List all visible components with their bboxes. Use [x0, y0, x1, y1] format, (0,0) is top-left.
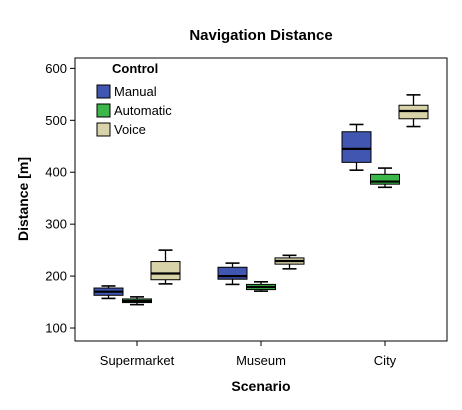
box-manual-city: [341, 123, 372, 171]
box-manual-museum: [217, 262, 248, 286]
box-iqr: [150, 261, 181, 281]
legend-swatch-voice: [96, 122, 111, 137]
y-tick-label: 100: [45, 321, 67, 336]
x-axis-label: Scenario: [231, 378, 290, 394]
box-voice-museum: [274, 254, 305, 270]
box-manual-supermarket: [93, 285, 124, 300]
box-series-group: [93, 94, 429, 306]
x-tick-label: City: [374, 353, 397, 368]
plot-area: [74, 57, 448, 342]
box-automatic-museum: [246, 281, 276, 292]
x-tick-label: Supermarket: [100, 353, 175, 368]
legend-title: Control: [112, 61, 158, 76]
box-iqr: [217, 266, 248, 280]
y-axis: 100 200 300 400 500 600: [45, 61, 75, 336]
legend-label-manual: Manual: [114, 84, 157, 99]
y-axis-label: Distance [m]: [15, 157, 31, 241]
y-tick-label: 500: [45, 113, 67, 128]
legend-swatch-automatic: [96, 103, 111, 118]
y-tick-label: 400: [45, 165, 67, 180]
box-voice-city: [398, 94, 429, 128]
y-tick-label: 600: [45, 61, 67, 76]
legend: Control Manual Automatic Voice: [96, 61, 172, 137]
box-iqr: [341, 131, 372, 163]
box-automatic-city: [370, 167, 400, 189]
chart-title: Navigation Distance: [189, 27, 332, 44]
legend-label-voice: Voice: [114, 122, 146, 137]
x-axis: Supermarket Museum City: [100, 341, 397, 368]
box-automatic-supermarket: [122, 296, 152, 306]
legend-swatch-manual: [96, 84, 111, 99]
y-tick-label: 300: [45, 217, 67, 232]
box-iqr: [370, 173, 400, 185]
x-tick-label: Museum: [236, 353, 286, 368]
legend-label-automatic: Automatic: [114, 103, 172, 118]
box-voice-supermarket: [150, 249, 181, 285]
y-tick-label: 200: [45, 269, 67, 284]
